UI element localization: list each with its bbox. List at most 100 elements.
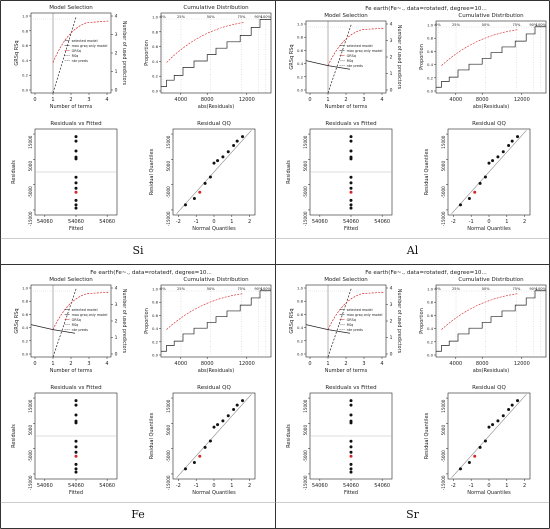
x-axis-label: Fitted <box>69 226 83 232</box>
y-axis-label-right: Number of used predictors <box>396 289 402 354</box>
y-tick-label: -5000 <box>303 450 308 463</box>
x-tick-label: 2 <box>344 97 347 103</box>
y-tick-label: 0.4 <box>297 61 304 66</box>
y-tick-label: 0 <box>390 88 393 94</box>
percentile-label: 75% <box>512 23 521 27</box>
x-tick-label: 8000 <box>476 97 489 103</box>
nbr-preds-line <box>327 23 352 94</box>
residual-qq-title: Residual QQ <box>197 385 231 391</box>
y-tick-label: 2 <box>390 319 393 325</box>
percentile-label: 75% <box>512 287 521 291</box>
x-axis-label: Fitted <box>69 490 83 496</box>
panel-plots: Fe earth(Fe~., data=rotatedf, degree=10.… <box>286 6 547 232</box>
residual-point <box>74 135 78 139</box>
panel-al: Fe earth(Fe~., data=rotatedf, degree=10.… <box>276 1 549 264</box>
qq-point <box>458 203 462 207</box>
residual-qq-title: Residual QQ <box>472 121 506 127</box>
panel-caption: Fe <box>131 508 145 521</box>
y-tick-label: 1 <box>115 69 118 75</box>
y-tick-label: 0.6 <box>297 48 304 53</box>
qq-point <box>501 414 505 418</box>
x-tick-label: 3 <box>362 361 365 367</box>
x-tick-label: 1 <box>505 483 508 489</box>
residual-point <box>74 203 78 207</box>
panel-fe: Fe earth(Fe~., data=rotatedf, degree=10.… <box>1 265 275 528</box>
y-tick-label: 5000 <box>441 161 446 172</box>
percentile-label: 90% <box>254 15 263 19</box>
legend-entry: GRSq <box>347 318 356 322</box>
qq-reference-line <box>176 394 252 478</box>
x-tick-label: 54060 <box>343 483 359 489</box>
y-tick-label: 0.8 <box>152 300 159 305</box>
x-tick-label: 4000 <box>449 361 462 367</box>
y-axis-label-left: GRSq RSq <box>289 308 295 333</box>
y-tick-label: -15000 <box>166 211 171 226</box>
y-tick-label: 0.6 <box>22 312 29 317</box>
legend-entry: RSq <box>72 54 79 58</box>
residual-point <box>349 421 353 425</box>
y-tick-label: 1 <box>390 335 393 341</box>
x-axis-label: Number of terms <box>50 368 93 374</box>
panel-header: Fe earth(Fe~., data=rotatedf, degree=10.… <box>90 270 212 276</box>
cumulative-distribution-plot: Cumulative Distribution 0% 25% 50% 75% 90%100… <box>144 5 272 110</box>
qq-point <box>212 425 216 429</box>
residual-point <box>74 181 78 185</box>
residual-point <box>349 181 353 185</box>
x-axis-label: Number of terms <box>325 104 368 110</box>
percentile-label: 75% <box>237 15 246 19</box>
cumulative-distribution-frame <box>160 284 272 358</box>
x-axis-label: Normal Quantiles <box>192 490 236 496</box>
x-tick-label: -1 <box>469 483 474 489</box>
y-tick-label: -15000 <box>303 211 308 226</box>
cumulative-step-line <box>436 290 546 352</box>
residual-point <box>74 198 78 202</box>
percentile-label: 100% <box>261 287 272 291</box>
y-tick-label: 1.0 <box>152 15 159 20</box>
legend-entry: RSq <box>347 59 354 63</box>
qq-point <box>496 419 500 423</box>
model-selection-plot: Model Selection 0 1 2 3 4 Number of terms 0.0 0.… <box>289 277 402 374</box>
y-tick-label: 0 <box>115 88 118 94</box>
legend-entry: nbr preds <box>72 59 88 63</box>
qq-point <box>510 403 514 407</box>
y-axis-label-right: Number of used predictors <box>121 289 127 354</box>
x-tick-label: 4000 <box>174 361 187 367</box>
y-tick-label: 15000 <box>166 135 171 149</box>
legend-entry: GRSq <box>72 318 81 322</box>
residual-point <box>74 421 78 425</box>
y-tick-label: -15000 <box>441 211 446 226</box>
residual-point <box>74 462 78 466</box>
rsq-line <box>305 60 329 66</box>
y-tick-label: 0.4 <box>152 59 159 64</box>
x-tick-label: 0 <box>487 219 490 225</box>
y-tick-label: 4 <box>115 14 118 20</box>
x-axis-label: Fitted <box>344 490 358 496</box>
y-tick-label: 15000 <box>441 135 446 149</box>
qq-point <box>241 399 245 403</box>
legend-entry: max grsq only model <box>347 313 383 317</box>
y-tick-label: -5000 <box>166 186 171 199</box>
y-tick-label: 0.2 <box>152 339 159 344</box>
panel-caption: Al <box>406 244 419 257</box>
qq-point <box>212 161 216 165</box>
qq-point <box>516 399 520 403</box>
y-tick-label: 1.0 <box>152 287 159 292</box>
y-axis-label: Residual Quantiles <box>424 412 430 459</box>
x-tick-label: 3 <box>87 97 90 103</box>
y-tick-label: 2 <box>390 55 393 61</box>
qq-point <box>501 150 505 154</box>
cumulative-step-line <box>161 290 271 352</box>
residual-point <box>74 470 78 474</box>
grsq-curve <box>52 20 110 63</box>
x-tick-label: 3 <box>362 97 365 103</box>
y-tick-label: 0.0 <box>22 352 29 357</box>
y-tick-label: 0.2 <box>22 338 29 343</box>
residual-point <box>349 467 353 471</box>
residual-point <box>74 467 78 471</box>
qq-point <box>192 461 196 465</box>
y-tick-label: 5000 <box>28 161 33 172</box>
cumulative-distribution-plot: Cumulative Distribution 0% 25% 50% 75% 90%100… <box>419 13 547 110</box>
qq-point <box>235 139 239 143</box>
